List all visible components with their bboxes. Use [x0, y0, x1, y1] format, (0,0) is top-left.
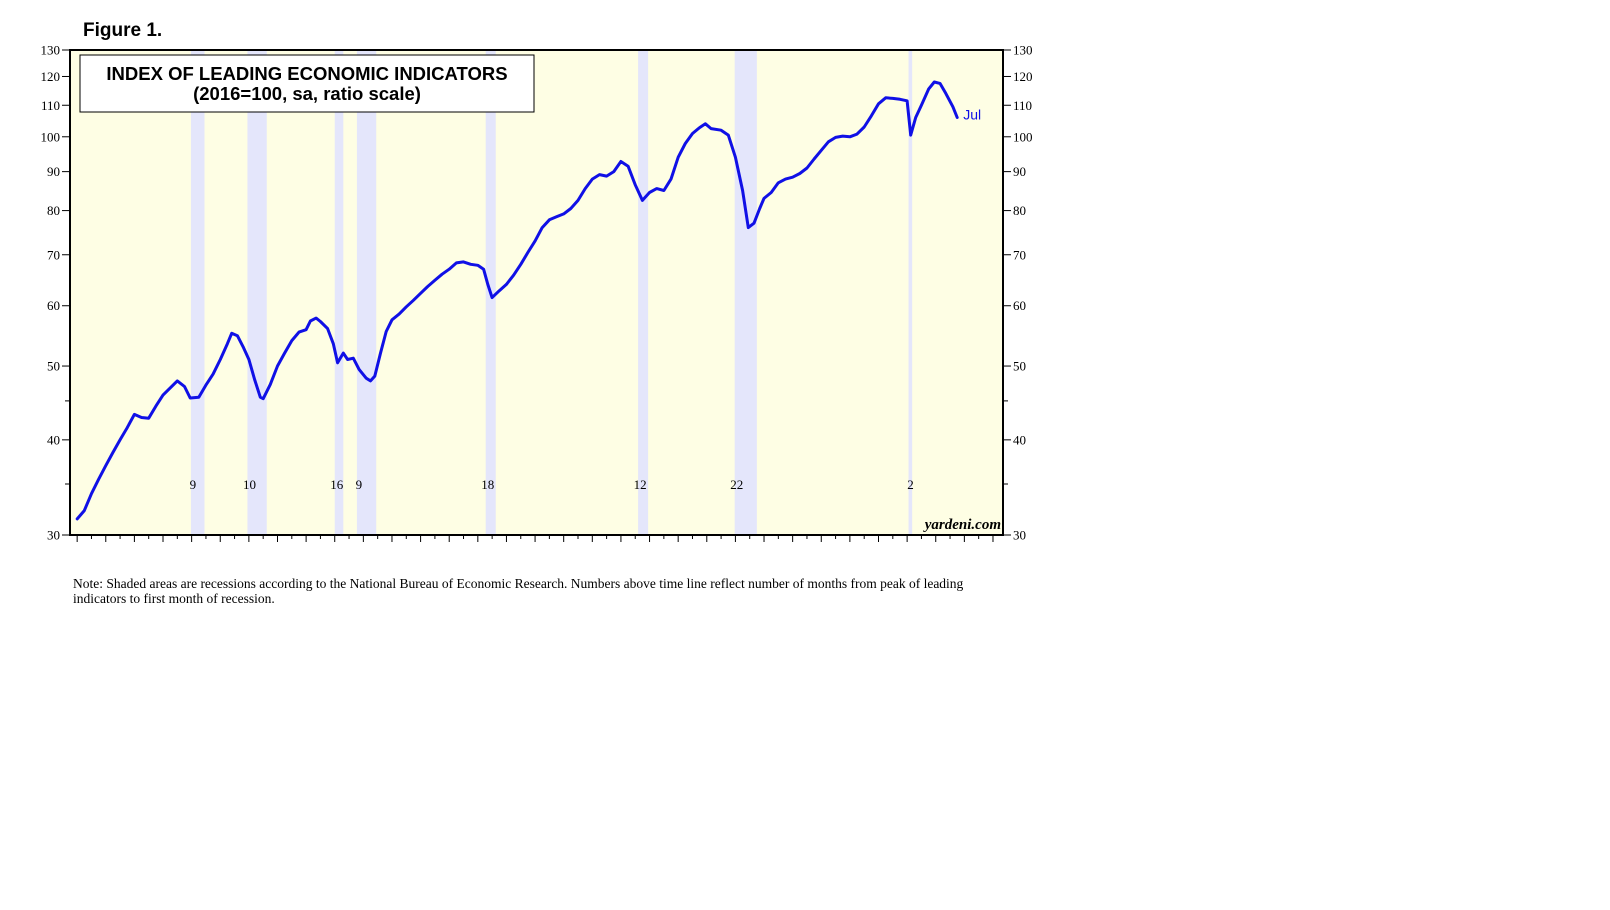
x-tick-label: 94	[529, 543, 543, 545]
x-tick-label: 64	[99, 543, 113, 545]
recession-lead-label: 12	[634, 477, 647, 492]
recession-band	[734, 50, 757, 535]
recession-band	[908, 50, 913, 535]
chart-subtitle: (2016=100, sa, ratio scale)	[193, 83, 421, 104]
x-tick-label: 24	[958, 543, 972, 545]
x-tick-label: 66	[128, 543, 142, 545]
y-tick-label-right: 60	[1013, 298, 1026, 313]
x-tick-label: 16	[843, 543, 857, 545]
recession-lead-label: 22	[730, 477, 743, 492]
x-tick-label: 88	[443, 543, 456, 545]
y-tick-label-left: 30	[47, 528, 60, 543]
x-tick-label: 04	[672, 543, 686, 545]
x-axis: 62 64 66 68 70 72 74 76 78 80 82 84 86 88 90 92 94 96 98 00…	[71, 535, 1000, 545]
x-tick-label: 92	[500, 543, 513, 545]
lead-month-labels: 9 10 16 9 18 12 22 2	[190, 477, 914, 492]
x-tick-label: 20	[901, 543, 914, 545]
x-tick-label: 84	[385, 543, 399, 545]
x-tick-label: 70	[185, 543, 198, 545]
y-tick-label-left: 100	[41, 129, 61, 144]
recession-band	[334, 50, 344, 535]
x-tick-label: 12	[786, 543, 799, 545]
recession-lead-label: 9	[190, 477, 197, 492]
y-tick-label-right: 100	[1013, 129, 1033, 144]
line-chart: 9 10 16 9 18 12 22 2 30405060708090100110120130…	[41, 43, 1033, 546]
x-tick-label: 86	[414, 543, 428, 545]
recession-band	[638, 50, 649, 535]
y-tick-label-left: 130	[41, 43, 61, 58]
y-tick-label-left: 110	[41, 98, 60, 113]
x-tick-label: 06	[700, 543, 714, 545]
source-watermark: yardeni.com	[923, 517, 1001, 533]
chart-title: INDEX OF LEADING ECONOMIC INDICATORS	[106, 63, 507, 84]
y-tick-label-right: 50	[1013, 359, 1026, 374]
x-tick-label: 98	[586, 543, 599, 545]
x-tick-label: 80	[328, 543, 341, 545]
x-tick-label: 68	[157, 543, 170, 545]
recession-lead-label: 9	[356, 477, 363, 492]
recession-band	[356, 50, 377, 535]
recession-band	[247, 50, 267, 535]
y-axis-right: 30 40 50 60 70 80 90 100 110 120 130	[1003, 43, 1033, 543]
y-tick-label-right: 80	[1013, 203, 1026, 218]
y-tick-label-left: 40	[47, 432, 60, 447]
x-tick-label: 72	[214, 543, 227, 545]
x-tick-label: 78	[300, 543, 313, 545]
y-tick-label-right: 120	[1013, 69, 1033, 84]
series-end-label: Jul	[963, 107, 981, 123]
y-tick-label-left: 60	[47, 298, 60, 313]
y-tick-label-left: 70	[47, 247, 60, 262]
y-tick-label-right: 30	[1013, 528, 1026, 543]
x-tick-label: 14	[815, 543, 829, 545]
x-tick-label: 62	[71, 543, 84, 545]
x-tick-label: 90	[471, 543, 484, 545]
x-tick-label: 74	[242, 543, 256, 545]
title-box: INDEX OF LEADING ECONOMIC INDICATORS (20…	[79, 54, 535, 113]
y-tick-label-left: 50	[47, 359, 60, 374]
x-tick-label: 02	[643, 543, 656, 545]
x-tick-label: 76	[271, 543, 285, 545]
x-tick-label: 10	[758, 543, 771, 545]
x-tick-label: 96	[557, 543, 571, 545]
recession-band	[190, 50, 205, 535]
y-axis-left: 30 40 50 60 70 80 90 100 110 120 130	[41, 43, 70, 543]
x-tick-label: 26	[986, 543, 1000, 545]
x-tick-label: 00	[614, 543, 627, 545]
recession-lead-label: 18	[481, 477, 494, 492]
y-tick-label-right: 130	[1013, 43, 1033, 58]
plot-background	[70, 50, 1003, 535]
y-tick-label-right: 110	[1013, 98, 1032, 113]
y-tick-label-left: 80	[47, 203, 60, 218]
recession-lead-label: 10	[243, 477, 256, 492]
plot-border	[69, 49, 1004, 536]
recession-lead-label: 16	[330, 477, 344, 492]
x-tick-label: 18	[872, 543, 885, 545]
x-tick-label: 22	[929, 543, 942, 545]
series-line	[75, 80, 959, 521]
figure-label: Figure 1.	[83, 20, 163, 41]
y-tick-label-right: 70	[1013, 247, 1026, 262]
x-tick-label: 82	[357, 543, 370, 545]
x-tick-label: 08	[729, 543, 742, 545]
recession-lead-label: 2	[907, 477, 914, 492]
y-tick-label-left: 90	[47, 164, 60, 179]
series-layer: Jul	[75, 80, 981, 521]
y-tick-label-right: 90	[1013, 164, 1026, 179]
recession-shading-group	[190, 50, 913, 535]
y-tick-label-right: 40	[1013, 432, 1026, 447]
chart-note: Note: Shaded areas are recessions accord…	[73, 576, 964, 606]
y-tick-label-left: 120	[41, 69, 61, 84]
